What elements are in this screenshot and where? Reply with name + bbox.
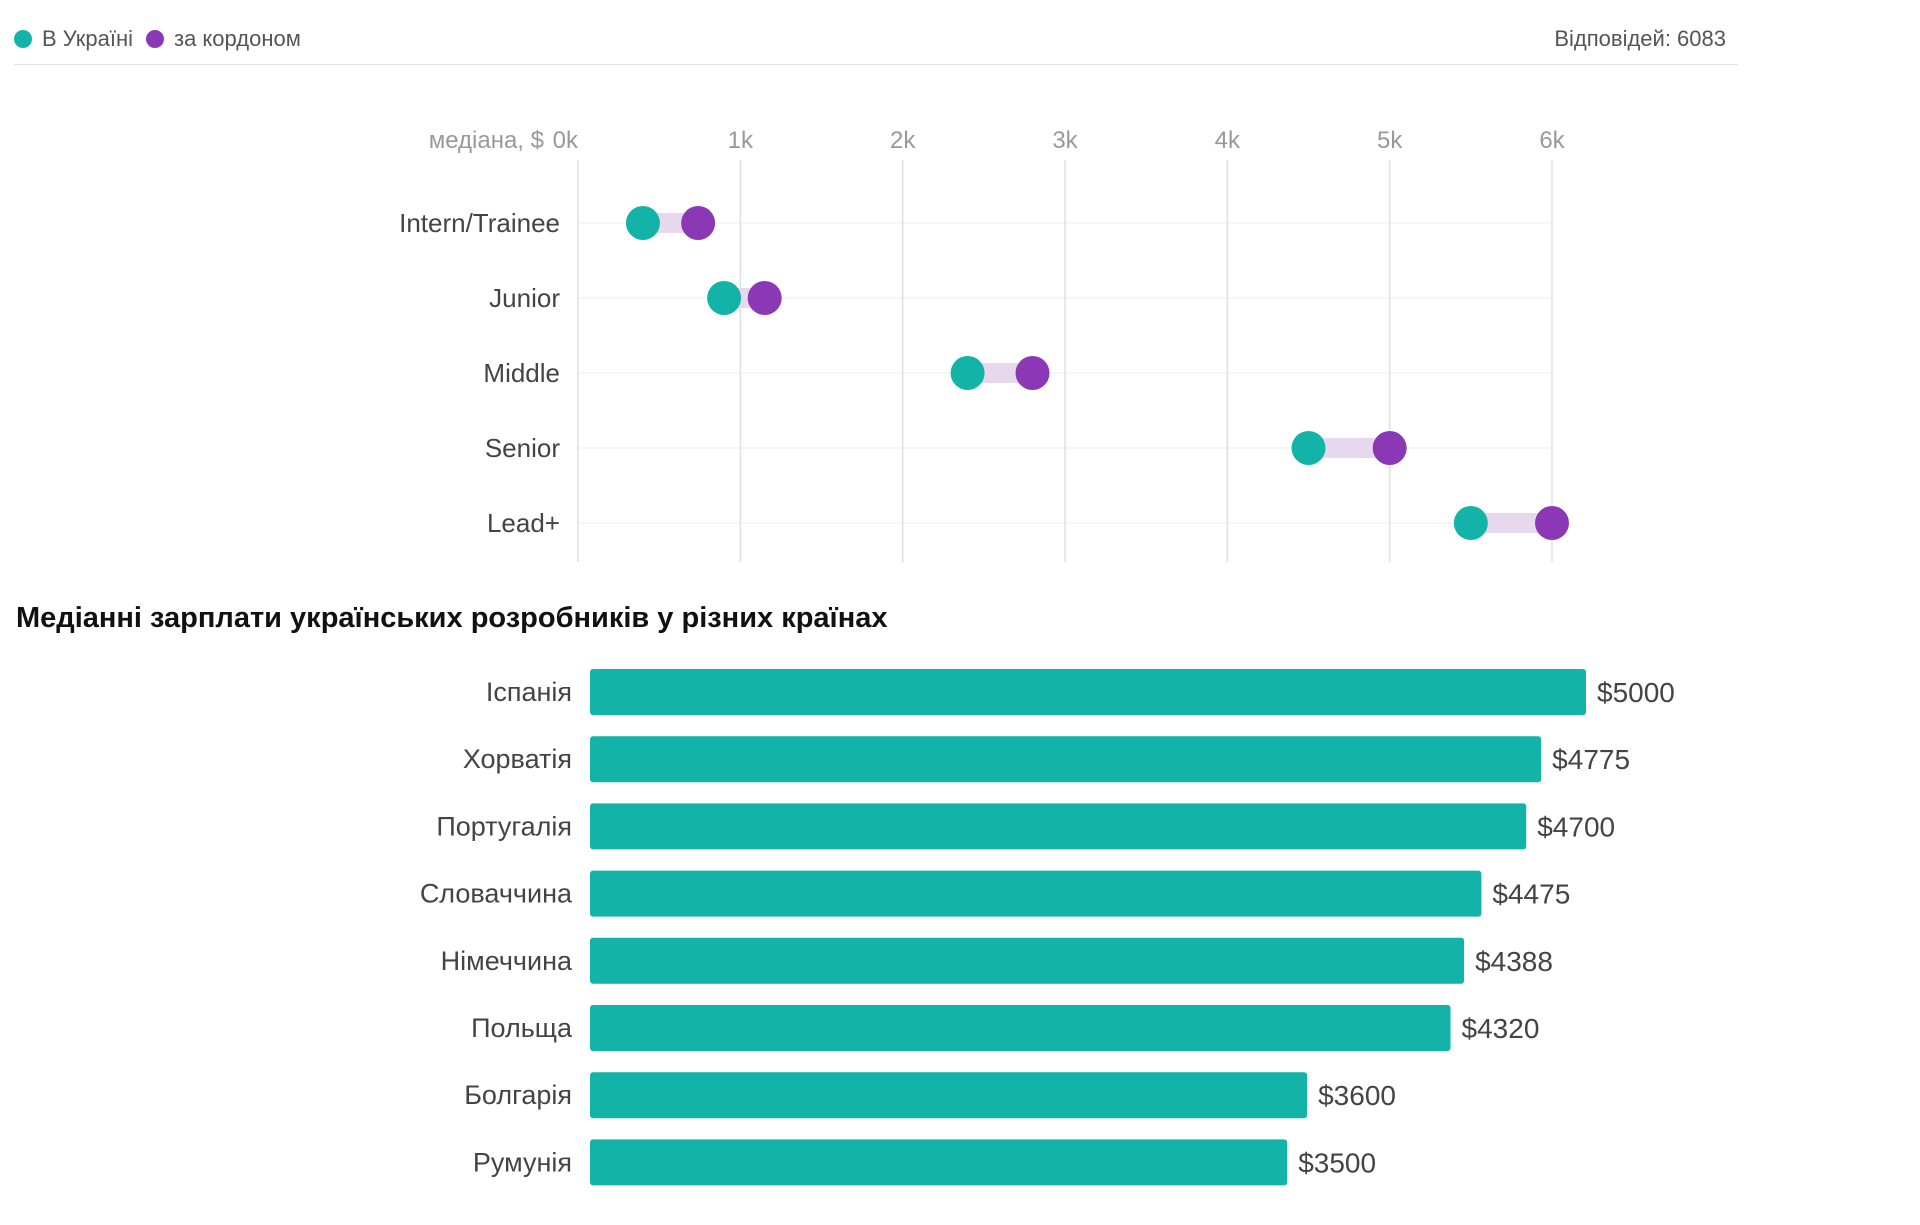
category-label: Lead+ xyxy=(487,508,560,538)
dot-ukraine xyxy=(950,356,985,390)
dot-abroad xyxy=(681,206,716,240)
x-tick-label: 3k xyxy=(1052,127,1078,154)
bar-category-label: Польща xyxy=(471,1013,573,1043)
x-tick-label: 6k xyxy=(1539,127,1565,154)
legend-item-ukraine[interactable]: В Україні xyxy=(14,26,133,52)
bar-value-label: $5000 xyxy=(1597,677,1675,708)
x-tick-label: 5k xyxy=(1377,127,1403,154)
bar xyxy=(590,937,1465,984)
dot-ukraine xyxy=(625,206,660,240)
bar-category-label: Хорватія xyxy=(463,744,572,774)
bar-category-label: Румунія xyxy=(473,1147,572,1177)
legend-label-abroad: за кордоном xyxy=(174,26,301,51)
bar-value-label: $4475 xyxy=(1492,879,1570,910)
bar xyxy=(590,803,1527,850)
legend-label-ukraine: В Україні xyxy=(42,26,134,51)
responses-count: Відповідей: 6083 xyxy=(1554,26,1726,51)
category-label: Junior xyxy=(489,283,560,313)
legend-dot-ukraine xyxy=(14,30,32,48)
bar-value-label: $4700 xyxy=(1537,811,1615,842)
category-label: Intern/Trainee xyxy=(399,208,560,238)
bar xyxy=(590,870,1482,917)
category-label: Senior xyxy=(485,433,560,463)
dot-ukraine xyxy=(1453,506,1488,540)
bar-category-label: Німеччина xyxy=(441,946,573,976)
bar-chart: Іспанія $5000 Хорватія $4775 Португалія $4700… xyxy=(420,669,1675,1186)
x-tick-label: 1k xyxy=(728,127,754,154)
dot-abroad xyxy=(1015,356,1050,390)
bar xyxy=(590,736,1542,783)
bar xyxy=(590,1139,1288,1186)
x-axis-label: медіана, $ xyxy=(429,127,544,154)
bar-category-label: Болгарія xyxy=(464,1080,572,1110)
bar-category-label: Іспанія xyxy=(486,677,572,707)
dot-ukraine xyxy=(707,281,742,315)
bar-category-label: Португалія xyxy=(436,811,572,841)
bar-value-label: $4320 xyxy=(1462,1013,1540,1044)
bar-value-label: $4388 xyxy=(1475,946,1553,977)
bar-value-label: $4775 xyxy=(1552,744,1630,775)
category-label: Middle xyxy=(483,358,560,388)
legend-dot-abroad xyxy=(146,30,164,48)
dot-abroad xyxy=(1372,431,1407,465)
bar xyxy=(590,1072,1308,1119)
bar-category-label: Словаччина xyxy=(420,879,573,909)
bar-value-label: $3500 xyxy=(1298,1147,1376,1178)
dot-abroad xyxy=(1535,506,1569,540)
bar xyxy=(590,669,1586,715)
x-tick-label: 0k xyxy=(553,127,579,154)
bar-chart-title: Медіанні зарплати українських розробникі… xyxy=(16,602,888,634)
legend-item-abroad[interactable]: за кордоном xyxy=(146,26,301,52)
legend-bar: В Україні за кордоном Відповідей: 6083 xyxy=(14,22,1738,65)
dumbbell-chart: 0k 1k 2k 3k 4k 5k 6k медіана, $ Intern/Trainee Ju… xyxy=(399,127,1569,562)
bar-value-label: $3600 xyxy=(1318,1080,1396,1111)
x-tick-label: 4k xyxy=(1215,127,1241,154)
dot-abroad xyxy=(747,281,782,315)
bar xyxy=(590,1005,1451,1051)
dot-ukraine xyxy=(1291,431,1326,465)
x-tick-label: 2k xyxy=(890,127,916,154)
